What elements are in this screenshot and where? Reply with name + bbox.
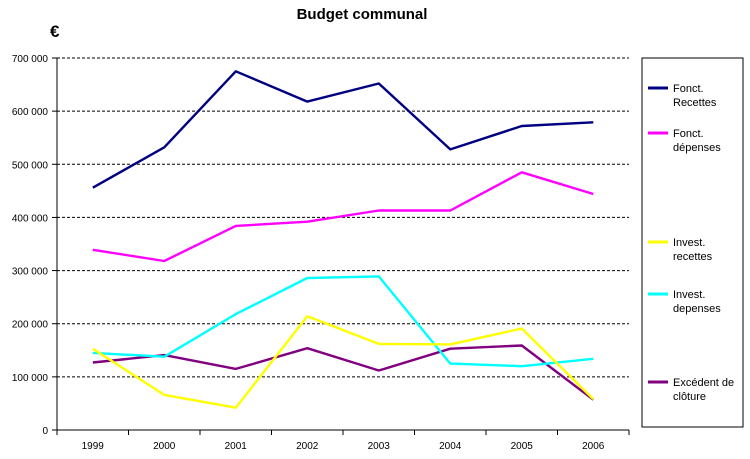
x-tick-label: 2001 <box>225 441 248 452</box>
y-tick-label: 0 <box>42 426 48 437</box>
legend-label: Recettes <box>673 97 717 109</box>
x-tick-label: 2002 <box>296 441 319 452</box>
series-line-fonct-recettes <box>92 70 594 189</box>
gridlines <box>57 57 629 378</box>
chart-title: Budget communal <box>297 6 428 23</box>
legend-label: Fonct. <box>673 128 704 140</box>
series-line-fonct-d-penses <box>92 171 594 263</box>
y-tick-label: 400 000 <box>12 213 49 224</box>
legend-label: Invest. <box>673 237 705 249</box>
legend-label: Excédent de <box>673 377 734 389</box>
legend-label: clôture <box>673 391 706 403</box>
x-tick-labels: 1999 2000 2001 2002 2003 2004 2005 2006 <box>82 441 605 452</box>
y-tick-labels: 0 100 000 200 000 300 000 400 000 500 000 600 … <box>12 54 49 437</box>
y-tick-label: 700 000 <box>12 54 49 65</box>
x-tick-label: 2003 <box>368 441 391 452</box>
series-lines <box>92 70 595 409</box>
legend-label: recettes <box>673 251 713 263</box>
legend-label: dépenses <box>673 142 721 154</box>
y-tick-label: 600 000 <box>12 107 49 118</box>
x-tick-label: 2005 <box>511 441 534 452</box>
x-tick-label: 2004 <box>439 441 462 452</box>
y-tick-label: 300 000 <box>12 267 49 278</box>
series-line-invest-recettes <box>92 315 595 409</box>
axes <box>52 57 630 435</box>
series-line-exc-dent-de-cl-ture <box>92 344 595 401</box>
legend-label: Invest. <box>673 289 705 301</box>
legend-label: Fonct. <box>673 83 704 95</box>
x-tick-label: 2006 <box>582 441 605 452</box>
x-tick-label: 1999 <box>82 441 105 452</box>
y-tick-label: 500 000 <box>12 160 49 171</box>
x-tick-label: 2000 <box>153 441 176 452</box>
y-axis-unit-label: € <box>50 22 60 41</box>
y-tick-label: 100 000 <box>12 373 49 384</box>
legend: Fonct. Recettes Fonct. dépenses Invest. recet… <box>648 83 734 403</box>
y-tick-label: 200 000 <box>12 320 49 331</box>
legend-label: depenses <box>673 303 721 315</box>
series-line-invest-depenses <box>92 275 594 368</box>
